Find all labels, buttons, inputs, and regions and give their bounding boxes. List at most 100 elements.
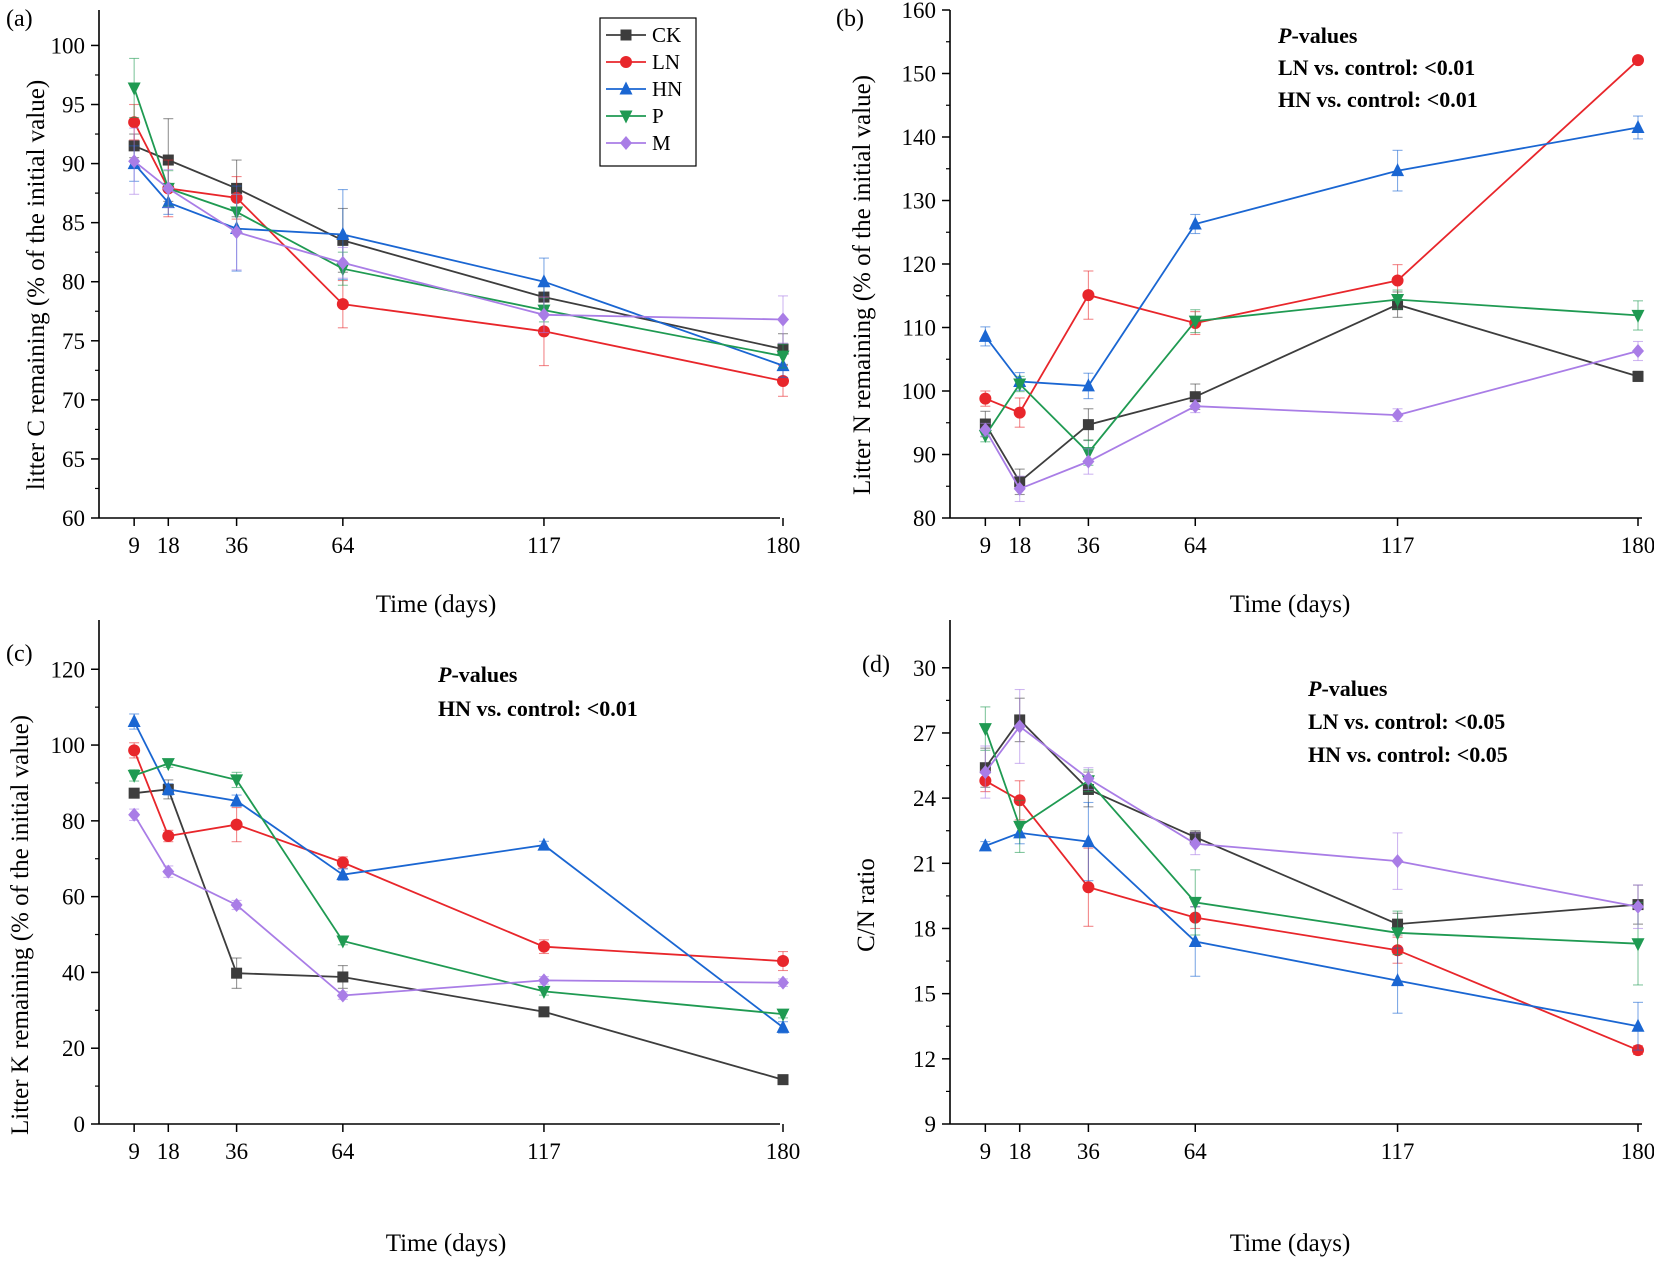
y-tick-label: 30: [913, 656, 936, 681]
series-line: [133, 87, 784, 357]
y-tick-label: 27: [913, 721, 936, 746]
legend-item-p: P: [606, 104, 664, 128]
x-tick-label: 18: [157, 1139, 180, 1164]
y-tick-label: 160: [902, 0, 937, 23]
data-point-ln: [1632, 54, 1644, 67]
y-tick-label: 130: [902, 189, 937, 214]
x-tick-label: 18: [1008, 533, 1031, 558]
y-tick-label: 80: [62, 809, 85, 834]
data-point-ln: [777, 955, 789, 968]
data-point-m: [128, 154, 141, 169]
data-point-p: [127, 769, 141, 783]
legend-item-hn: HN: [606, 77, 682, 101]
x-tick-label: 180: [766, 1139, 801, 1164]
y-tick-label: 40: [62, 960, 85, 985]
y-tick-label: 60: [62, 506, 85, 531]
data-point-m: [336, 255, 349, 270]
data-point-ln: [128, 744, 141, 757]
legend-label: LN: [652, 50, 680, 74]
data-point-hn: [161, 781, 175, 795]
y-tick-label: 24: [913, 786, 937, 811]
data-point-hn: [336, 867, 350, 881]
series-hn: [978, 801, 1645, 1051]
series-line: [985, 831, 1639, 1028]
data-point-m: [1082, 771, 1095, 786]
x-tick-label: 117: [1381, 1139, 1415, 1164]
x-axis-title: Time (days): [386, 1230, 507, 1257]
data-point-m: [336, 988, 349, 1003]
x-tick-label: 36: [1077, 1139, 1100, 1164]
series-m: [128, 127, 789, 344]
data-point-ln: [537, 940, 550, 953]
data-point-hn: [978, 328, 992, 342]
x-tick-label: 180: [1621, 1139, 1654, 1164]
x-tick-label: 117: [527, 533, 561, 558]
data-point-p: [1391, 927, 1405, 941]
y-tick-label: 95: [62, 93, 85, 118]
data-point-hn: [230, 793, 244, 807]
series-m: [979, 340, 1644, 503]
legend: CK LN HN PM: [599, 17, 697, 167]
data-point-hn: [1081, 834, 1095, 848]
series-line: [133, 721, 784, 1029]
series-line: [984, 725, 1639, 908]
data-point-hn: [336, 226, 350, 240]
data-point-m: [537, 307, 550, 322]
y-tick-label: 65: [62, 447, 85, 472]
panel-label: (c): [6, 641, 33, 667]
legend-label: M: [652, 131, 671, 155]
y-tick-label: 20: [62, 1036, 85, 1061]
panel-label: (a): [6, 6, 33, 32]
data-point-ck: [337, 971, 349, 983]
series-line: [985, 59, 1639, 414]
data-point-m: [1632, 343, 1644, 358]
y-tick-label: 90: [62, 152, 85, 177]
x-tick-label: 9: [128, 533, 140, 558]
p-values-box: P-values LN vs. control: <0.01 HN vs. co…: [1277, 23, 1478, 112]
series-line: [133, 762, 784, 1015]
data-point-ck: [1632, 370, 1644, 382]
legend-marker: [620, 29, 632, 41]
data-point-hn: [127, 714, 141, 728]
y-tick-label: 100: [902, 379, 937, 404]
data-point-ln: [979, 392, 992, 405]
data-point-m: [1391, 854, 1404, 869]
y-tick-label: 90: [913, 443, 936, 468]
y-tick-label: 120: [902, 252, 937, 277]
data-point-ln: [336, 298, 349, 311]
series-hn: [978, 115, 1645, 400]
p-values-title: P-values: [437, 662, 518, 687]
x-tick-label: 18: [157, 533, 180, 558]
legend-marker: [620, 56, 632, 68]
data-point-hn: [1188, 216, 1202, 230]
data-point-p: [537, 985, 551, 999]
p-values-title: P-values: [1307, 676, 1388, 701]
data-point-hn: [1391, 163, 1405, 177]
data-point-ck: [1082, 419, 1094, 431]
data-point-m: [777, 312, 789, 327]
x-tick-label: 36: [225, 1139, 248, 1164]
legend-marker: [619, 110, 633, 124]
panel-c: (c) Litter K remaining (% of the initial…: [6, 620, 800, 1257]
legend-marker: [620, 136, 632, 150]
data-point-hn: [1631, 1018, 1645, 1032]
p-values-box: P-values LN vs. control: <0.05 HN vs. co…: [1307, 676, 1508, 767]
y-tick-label: 100: [51, 733, 86, 758]
series-line: [133, 121, 784, 382]
data-point-hn: [1188, 934, 1202, 948]
series-m: [128, 807, 789, 1003]
x-tick-label: 36: [1077, 533, 1100, 558]
y-tick-label: 110: [902, 316, 936, 341]
data-point-p: [127, 82, 141, 96]
p-value-line: HN vs. control: <0.05: [1308, 742, 1508, 767]
x-tick-label: 64: [1184, 1139, 1208, 1164]
series-line: [133, 160, 784, 321]
p-value-line: HN vs. control: <0.01: [438, 696, 638, 721]
x-tick-label: 180: [766, 533, 801, 558]
panel-d: (d) C/N ratio Time (days) P-values LN vs…: [853, 620, 1654, 1257]
legend-label: HN: [652, 77, 682, 101]
series-line: [984, 718, 1639, 926]
panel-b: (b) Litter N remaining (% of the initial…: [836, 0, 1654, 618]
y-tick-label: 18: [913, 916, 936, 941]
